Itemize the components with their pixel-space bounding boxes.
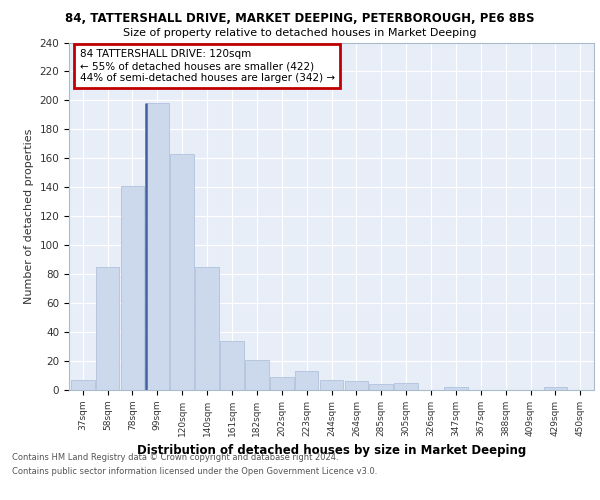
Bar [370, 384, 393, 390]
Bar [270, 377, 293, 390]
Bar [121, 186, 144, 390]
Bar [320, 380, 343, 390]
Bar [245, 360, 269, 390]
Bar [195, 267, 219, 390]
Text: 84 TATTERSHALL DRIVE: 120sqm
← 55% of detached houses are smaller (422)
44% of s: 84 TATTERSHALL DRIVE: 120sqm ← 55% of de… [79, 50, 335, 82]
Y-axis label: Number of detached properties: Number of detached properties [24, 128, 34, 304]
Text: Contains public sector information licensed under the Open Government Licence v3: Contains public sector information licen… [12, 467, 377, 476]
Bar [544, 387, 567, 390]
Text: Contains HM Land Registry data © Crown copyright and database right 2024.: Contains HM Land Registry data © Crown c… [12, 454, 338, 462]
Bar [444, 387, 468, 390]
Bar [220, 341, 244, 390]
Bar [71, 380, 95, 390]
Bar [394, 383, 418, 390]
X-axis label: Distribution of detached houses by size in Market Deeping: Distribution of detached houses by size … [137, 444, 526, 458]
Bar [295, 371, 319, 390]
Bar [344, 382, 368, 390]
Text: 84, TATTERSHALL DRIVE, MARKET DEEPING, PETERBOROUGH, PE6 8BS: 84, TATTERSHALL DRIVE, MARKET DEEPING, P… [65, 12, 535, 26]
Bar [96, 267, 119, 390]
Bar [170, 154, 194, 390]
Text: Size of property relative to detached houses in Market Deeping: Size of property relative to detached ho… [123, 28, 477, 38]
Bar [146, 104, 169, 390]
